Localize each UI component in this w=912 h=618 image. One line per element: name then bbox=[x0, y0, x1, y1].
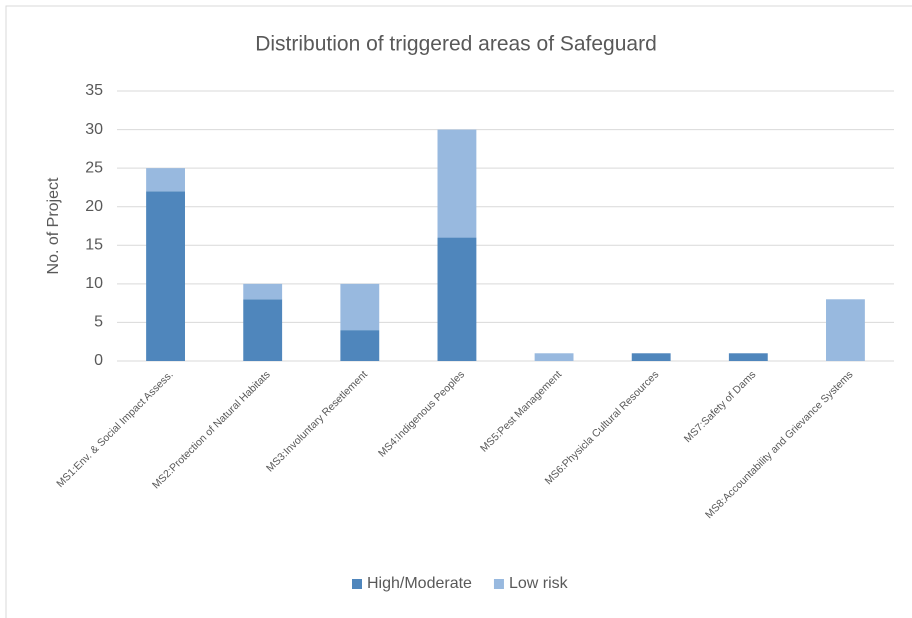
bar bbox=[728, 353, 768, 361]
y-tick-label: 10 bbox=[85, 275, 103, 292]
bar bbox=[826, 299, 865, 361]
chart-title: Distribution of triggered areas of Safeg… bbox=[255, 33, 657, 56]
bar bbox=[437, 129, 477, 238]
bar bbox=[631, 353, 671, 361]
y-axis-label: No. of Project bbox=[45, 177, 62, 274]
bar bbox=[146, 191, 185, 361]
y-tick-label: 5 bbox=[94, 314, 103, 331]
bar bbox=[340, 283, 380, 331]
y-tick-label: 15 bbox=[85, 237, 103, 254]
legend-label: Low risk bbox=[509, 575, 569, 592]
bar bbox=[243, 299, 283, 361]
legend-label: High/Moderate bbox=[367, 575, 472, 592]
legend-swatch bbox=[493, 579, 504, 589]
legend-swatch bbox=[352, 579, 362, 589]
y-tick-label: 25 bbox=[85, 159, 103, 176]
bar bbox=[243, 283, 283, 300]
bar bbox=[340, 330, 380, 361]
y-tick-label: 0 bbox=[94, 352, 103, 369]
bar bbox=[146, 168, 185, 192]
bar bbox=[534, 353, 574, 361]
y-tick-label: 35 bbox=[85, 82, 103, 99]
bar bbox=[437, 237, 477, 361]
y-tick-label: 30 bbox=[85, 121, 103, 138]
y-tick-label: 20 bbox=[85, 198, 103, 215]
